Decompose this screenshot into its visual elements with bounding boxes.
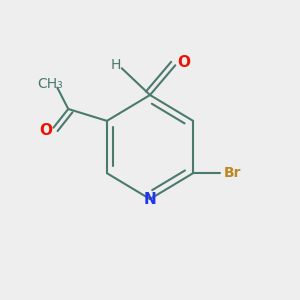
Text: O: O — [39, 123, 52, 138]
Text: CH₃: CH₃ — [38, 77, 63, 91]
Text: Br: Br — [224, 166, 241, 180]
Text: H: H — [111, 58, 121, 72]
Text: N: N — [144, 192, 156, 207]
Text: O: O — [177, 55, 190, 70]
